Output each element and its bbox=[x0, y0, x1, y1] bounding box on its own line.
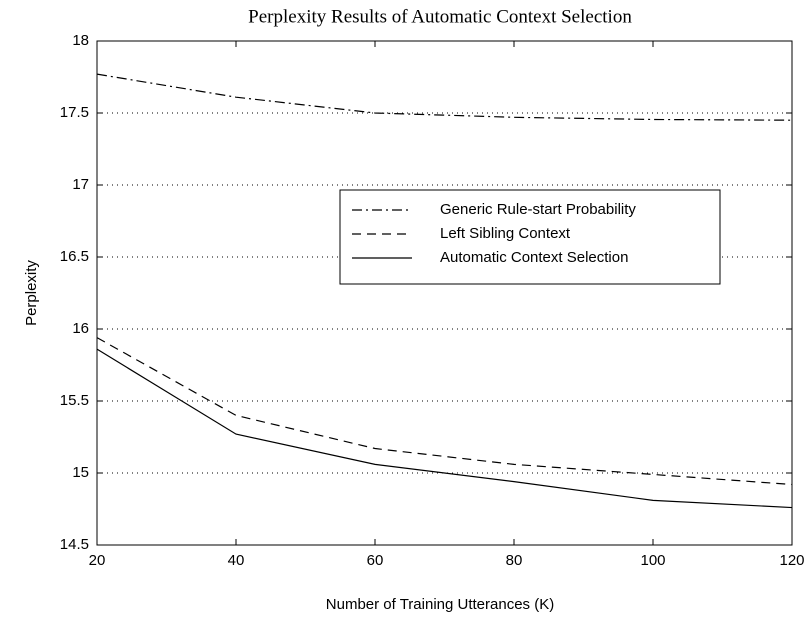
legend-label: Automatic Context Selection bbox=[440, 249, 628, 266]
x-tick-label: 120 bbox=[779, 552, 804, 569]
y-tick-label: 15 bbox=[72, 464, 89, 481]
plot-frame bbox=[96, 40, 793, 546]
chart-title: Perplexity Results of Automatic Context … bbox=[248, 6, 632, 27]
x-tick-label: 80 bbox=[506, 552, 523, 569]
y-tick-label: 18 bbox=[72, 32, 89, 49]
y-tick-label: 17 bbox=[72, 176, 89, 193]
legend-box bbox=[339, 189, 721, 285]
series-line bbox=[96, 348, 793, 509]
x-tick-label: 60 bbox=[367, 552, 384, 569]
y-tick-label: 16 bbox=[72, 320, 89, 337]
y-tick-label: 17.5 bbox=[60, 104, 89, 121]
legend-label: Left Sibling Context bbox=[440, 225, 571, 242]
y-tick-label: 16.5 bbox=[60, 248, 89, 265]
y-axis-label: Perplexity bbox=[23, 260, 40, 326]
series-line bbox=[96, 337, 793, 486]
legend-label: Generic Rule-start Probability bbox=[440, 201, 636, 218]
x-tick-label: 100 bbox=[640, 552, 665, 569]
x-tick-label: 40 bbox=[228, 552, 245, 569]
series-line bbox=[96, 73, 793, 121]
x-axis-label: Number of Training Utterances (K) bbox=[326, 596, 554, 613]
y-tick-label: 15.5 bbox=[60, 392, 89, 409]
x-tick-label: 20 bbox=[89, 552, 106, 569]
y-tick-label: 14.5 bbox=[60, 536, 89, 553]
